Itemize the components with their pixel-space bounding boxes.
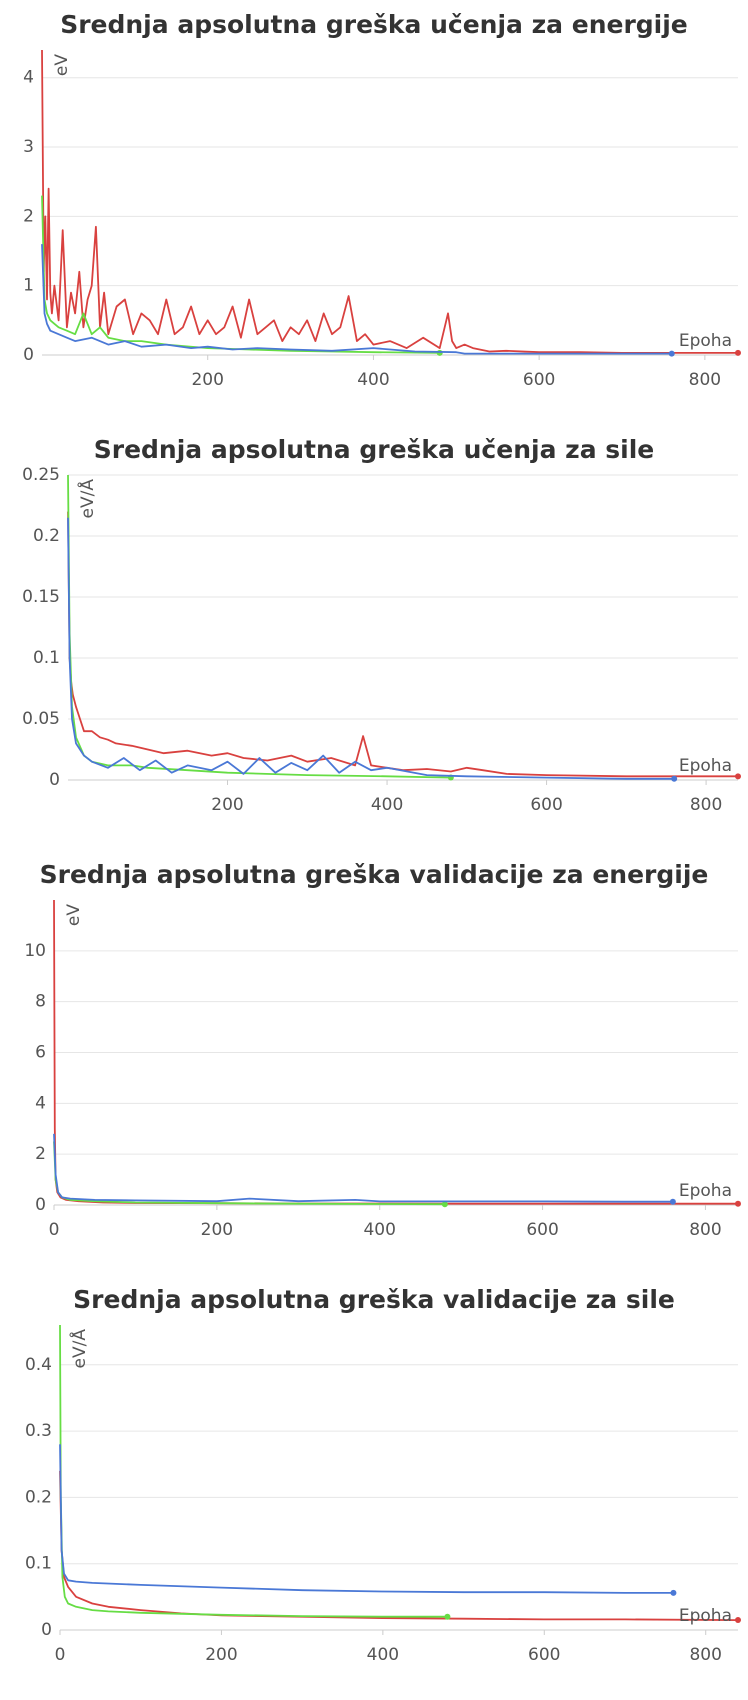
chart-title: Srednja apsolutna greška učenja za energ…	[60, 10, 688, 39]
y-tick-label: 2	[23, 206, 34, 226]
x-tick-label: 400	[367, 1645, 399, 1665]
x-tick-label: 800	[689, 1220, 721, 1240]
x-tick-label: 600	[523, 370, 555, 390]
series-line	[41, 195, 440, 354]
x-tick-label: 400	[357, 370, 389, 390]
chart-title: Srednja apsolutna greška učenja za sile	[94, 435, 655, 464]
series-line	[59, 1444, 674, 1594]
y-tick-label: 1	[23, 276, 34, 296]
y-tick-label: 0.15	[22, 587, 60, 607]
series-end-dot	[444, 1613, 451, 1620]
series-end-dot	[735, 773, 741, 780]
series-line	[59, 1470, 739, 1621]
chart-title: Srednja apsolutna greška validacije za s…	[73, 1285, 675, 1314]
x-tick-label: 400	[363, 1220, 395, 1240]
x-tick-label: 800	[690, 795, 722, 815]
y-axis-label: eV/Å	[76, 479, 98, 519]
y-tick-label: 6	[35, 1043, 46, 1063]
y-tick-label: 4	[35, 1093, 46, 1113]
chart: Srednja apsolutna greška validacije za s…	[25, 1285, 741, 1665]
y-tick-label: 0.25	[22, 465, 60, 485]
chart: Srednja apsolutna greška učenja za sile 0…	[22, 435, 741, 815]
series-end-dot	[441, 1201, 448, 1208]
y-axis-label: eV	[64, 904, 84, 926]
series-end-dot	[671, 775, 678, 782]
x-tick-label: 600	[526, 1220, 558, 1240]
y-axis-label: eV	[52, 54, 72, 76]
y-tick-label: 0.3	[25, 1421, 52, 1441]
y-tick-label: 10	[24, 941, 46, 961]
x-tick-label: 0	[49, 1220, 60, 1240]
series-end-dot	[669, 1198, 676, 1205]
y-tick-label: 0.1	[25, 1554, 52, 1574]
x-axis-label: Epoha	[679, 331, 732, 351]
chart: Srednja apsolutna greška validacije za e…	[24, 860, 741, 1240]
chart-title: Srednja apsolutna greška validacije za e…	[40, 860, 709, 889]
x-axis-label: Epoha	[679, 1606, 732, 1626]
series-line	[53, 1141, 445, 1206]
y-tick-label: 2	[35, 1144, 46, 1164]
series-line	[59, 1324, 448, 1618]
series-end-dot	[668, 350, 675, 357]
series-line	[67, 511, 738, 778]
series-line	[67, 474, 451, 779]
series-line	[41, 244, 672, 355]
y-tick-label: 0	[49, 770, 60, 790]
y-tick-label: 3	[23, 137, 34, 157]
y-tick-label: 0.2	[33, 526, 60, 546]
x-tick-label: 400	[371, 795, 403, 815]
chart: Srednja apsolutna greška učenja za energ…	[23, 10, 741, 390]
y-tick-label: 0.2	[25, 1487, 52, 1507]
y-tick-label: 0	[23, 345, 34, 365]
x-axis-label: Epoha	[679, 756, 732, 776]
y-tick-label: 0	[41, 1620, 52, 1640]
series-line	[67, 517, 675, 780]
x-tick-label: 600	[530, 795, 562, 815]
y-tick-label: 0.05	[22, 709, 60, 729]
series-line	[41, 49, 738, 354]
series-end-dot	[735, 1200, 741, 1207]
y-tick-label: 0.1	[33, 648, 60, 668]
series-end-dot	[735, 1617, 741, 1624]
x-tick-label: 0	[55, 1645, 66, 1665]
x-tick-label: 200	[191, 370, 223, 390]
y-tick-label: 0	[35, 1195, 46, 1215]
x-tick-label: 800	[689, 1645, 721, 1665]
x-tick-label: 800	[689, 370, 721, 390]
x-axis-label: Epoha	[679, 1181, 732, 1201]
series-end-dot	[436, 349, 443, 356]
y-axis-label: eV/Å	[68, 1329, 90, 1369]
x-tick-label: 600	[528, 1645, 560, 1665]
x-tick-label: 200	[201, 1220, 233, 1240]
series-line	[53, 899, 738, 1205]
x-tick-label: 200	[205, 1645, 237, 1665]
series-end-dot	[670, 1589, 677, 1596]
x-tick-label: 200	[211, 795, 243, 815]
y-tick-label: 4	[23, 68, 34, 88]
series-line	[53, 1133, 673, 1203]
y-tick-label: 0.4	[25, 1355, 52, 1375]
y-tick-label: 8	[35, 992, 46, 1012]
series-end-dot	[735, 349, 741, 356]
